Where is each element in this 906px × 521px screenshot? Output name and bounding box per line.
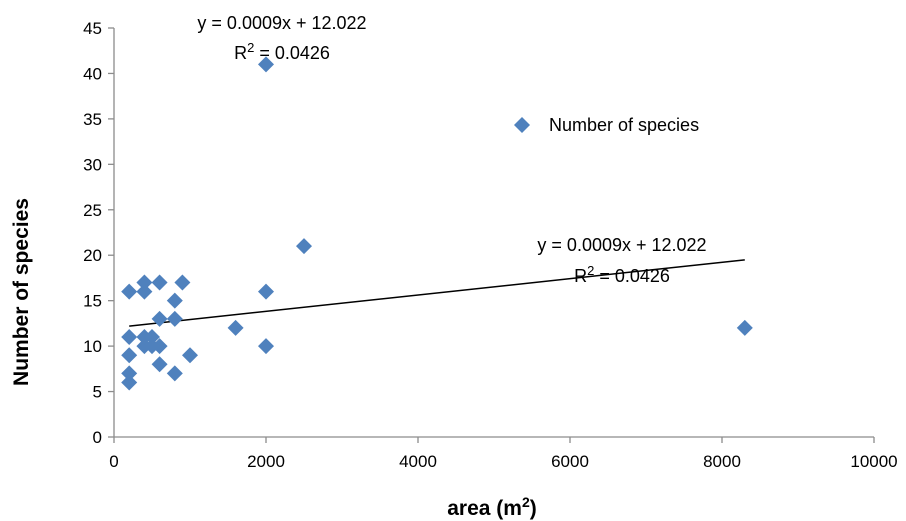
x-axis-title-close: ): [530, 497, 537, 520]
data-point: [136, 274, 153, 291]
data-point: [144, 329, 160, 346]
data-point: [227, 319, 244, 336]
legend: Number of species: [514, 115, 699, 135]
data-point: [151, 274, 168, 291]
data-point: [121, 365, 138, 382]
data-point: [258, 283, 274, 300]
equation-top-line1: y = 0.0009x + 12.022: [197, 13, 366, 33]
x-tick-label: 10000: [850, 452, 897, 471]
y-axis-ticks: 0 5 10 15 20 25 30 35 40 45: [83, 19, 114, 447]
equation-top-r-value: = 0.0426: [254, 43, 330, 63]
equation-trend-r-value: = 0.0426: [594, 266, 670, 286]
data-point: [151, 310, 168, 327]
equation-trend-r-sup: 2: [587, 263, 594, 278]
equation-top-line2: R2 = 0.0426: [234, 40, 330, 63]
legend-marker: [514, 117, 530, 133]
equation-trend-line1: y = 0.0009x + 12.022: [537, 235, 706, 255]
data-point: [182, 347, 198, 364]
data-point: [121, 329, 138, 346]
data-point: [151, 338, 168, 355]
data-point: [258, 338, 274, 355]
data-points: [121, 56, 753, 391]
y-tick-label: 45: [83, 19, 102, 38]
data-point: [121, 374, 138, 391]
data-point: [166, 365, 183, 382]
y-tick-label: 0: [93, 428, 102, 447]
data-point: [258, 56, 274, 73]
x-tick-label: 4000: [399, 452, 437, 471]
x-axis-title: area (m2): [447, 494, 537, 520]
x-tick-label: 6000: [551, 452, 589, 471]
x-axis-title-superscript: 2: [522, 494, 530, 510]
equation-top-r-sup: 2: [247, 40, 254, 55]
x-axis-ticks: 0 2000 4000 6000 8000 10000: [109, 437, 898, 471]
y-tick-label: 15: [83, 292, 102, 311]
data-point: [121, 347, 138, 364]
legend-label: Number of species: [549, 115, 699, 135]
x-tick-label: 8000: [703, 452, 741, 471]
data-point: [736, 319, 753, 336]
axes: [113, 28, 874, 438]
x-tick-label: 2000: [247, 452, 285, 471]
y-tick-label: 5: [93, 383, 102, 402]
data-point: [166, 292, 183, 309]
equation-trend-line2: R2 = 0.0426: [574, 263, 670, 286]
y-tick-label: 10: [83, 337, 102, 356]
x-axis-title-main: area (m: [447, 497, 522, 520]
data-point: [166, 310, 183, 327]
data-point: [296, 238, 312, 255]
equation-trend-r: R: [574, 266, 587, 286]
data-point: [121, 283, 138, 300]
data-point: [151, 356, 168, 373]
y-axis-title: Number of species: [10, 198, 33, 386]
trendline: [129, 259, 745, 327]
y-tick-label: 30: [83, 155, 102, 174]
y-tick-label: 40: [83, 64, 102, 83]
equation-top-r: R: [234, 43, 247, 63]
y-tick-label: 25: [83, 201, 102, 220]
data-point: [136, 283, 153, 300]
y-tick-label: 20: [83, 246, 102, 265]
data-point: [174, 274, 191, 291]
x-tick-label: 0: [109, 452, 118, 471]
y-tick-label: 35: [83, 110, 102, 129]
